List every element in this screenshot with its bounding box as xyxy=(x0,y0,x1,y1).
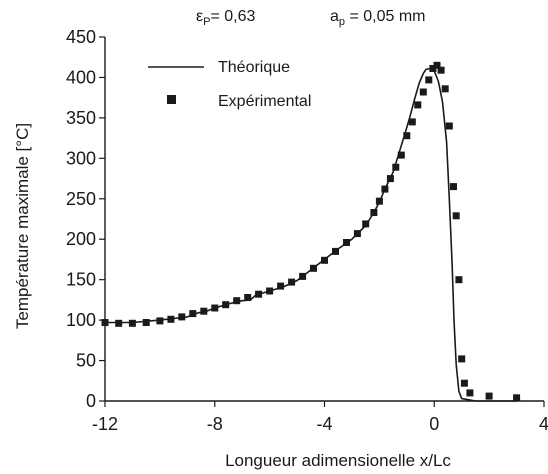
data-point-experimental xyxy=(101,319,109,326)
data-point-experimental xyxy=(381,185,389,193)
data-point-experimental xyxy=(343,239,350,246)
legend-label-experimental: Expérimental xyxy=(218,93,311,110)
data-point-experimental xyxy=(189,310,197,318)
data-point-experimental xyxy=(288,278,296,286)
data-point-experimental xyxy=(485,392,493,400)
x-tick-label: -4 xyxy=(316,414,332,434)
header-param-ap: ap = 0,05 mm xyxy=(330,8,426,28)
data-point-experimental xyxy=(200,307,208,315)
data-point-experimental xyxy=(167,315,175,323)
data-point-experimental xyxy=(299,272,307,280)
data-point-experimental xyxy=(332,247,339,255)
data-point-experimental xyxy=(266,287,274,295)
data-point-experimental xyxy=(513,394,521,402)
x-tick-label: -8 xyxy=(207,414,223,434)
data-point-experimental xyxy=(244,294,252,301)
data-point-experimental xyxy=(437,66,445,74)
data-point-experimental xyxy=(445,122,453,130)
data-point-experimental xyxy=(178,313,186,321)
data-point-experimental xyxy=(156,317,164,325)
y-tick-label: 300 xyxy=(66,148,96,168)
axes xyxy=(99,36,545,407)
data-point-experimental xyxy=(460,379,468,387)
data-point-experimental xyxy=(425,76,433,84)
data-point-experimental xyxy=(233,297,241,305)
y-tick-label: 200 xyxy=(66,229,96,249)
tick-labels: 0 50 100 150 200 250 300 350 400 450 -12 -8 -4 0 4 xyxy=(66,27,548,434)
x-tick-label: 0 xyxy=(429,414,439,434)
data-point-experimental xyxy=(414,101,422,109)
data-point-experimental xyxy=(403,132,411,140)
y-tick-label: 50 xyxy=(76,351,96,371)
y-tick-label: 250 xyxy=(66,189,96,209)
series-layer xyxy=(101,61,521,402)
data-point-experimental xyxy=(222,301,230,309)
data-point-experimental xyxy=(408,118,416,126)
y-tick-label: 100 xyxy=(66,310,96,330)
data-point-experimental xyxy=(370,209,378,216)
data-point-experimental xyxy=(375,197,383,205)
data-point-experimental xyxy=(277,282,285,290)
data-point-experimental xyxy=(310,264,317,272)
data-point-experimental xyxy=(452,212,460,220)
data-point-experimental xyxy=(455,276,463,284)
x-axis-title: Longueur adimensionelle x/Lc xyxy=(225,451,451,470)
data-point-experimental xyxy=(433,61,441,69)
data-point-experimental xyxy=(321,256,328,264)
y-tick-label: 150 xyxy=(66,270,96,290)
y-tick-label: 0 xyxy=(86,391,96,411)
y-tick-label: 350 xyxy=(66,108,96,128)
legend-label-theorique: Théorique xyxy=(218,59,290,76)
y-tick-label: 400 xyxy=(66,67,96,87)
data-point-experimental xyxy=(397,151,405,159)
data-point-experimental xyxy=(458,355,466,363)
data-point-experimental xyxy=(142,319,150,326)
series-line-theorique xyxy=(105,67,517,402)
y-axis-title: Température maximale [°C] xyxy=(13,123,32,329)
legend-marker-swatch xyxy=(167,95,176,104)
data-point-experimental xyxy=(392,163,400,171)
data-point-experimental xyxy=(211,304,219,312)
data-point-experimental xyxy=(362,220,370,228)
data-point-experimental xyxy=(353,230,361,238)
data-point-experimental xyxy=(450,183,457,191)
data-point-experimental xyxy=(255,290,263,298)
header-param-epsilon: εP= 0,63 xyxy=(196,8,256,28)
data-point-experimental xyxy=(386,175,394,183)
data-point-experimental xyxy=(128,319,136,327)
data-point-experimental xyxy=(441,85,449,93)
y-tick-label: 450 xyxy=(66,27,96,47)
x-tick-label: 4 xyxy=(539,414,548,434)
data-point-experimental xyxy=(429,65,437,72)
x-tick-label: -12 xyxy=(92,414,118,434)
data-point-experimental xyxy=(115,319,123,327)
data-point-experimental xyxy=(419,88,427,96)
legend: Théorique Expérimental xyxy=(148,59,311,110)
data-point-experimental xyxy=(466,389,474,397)
